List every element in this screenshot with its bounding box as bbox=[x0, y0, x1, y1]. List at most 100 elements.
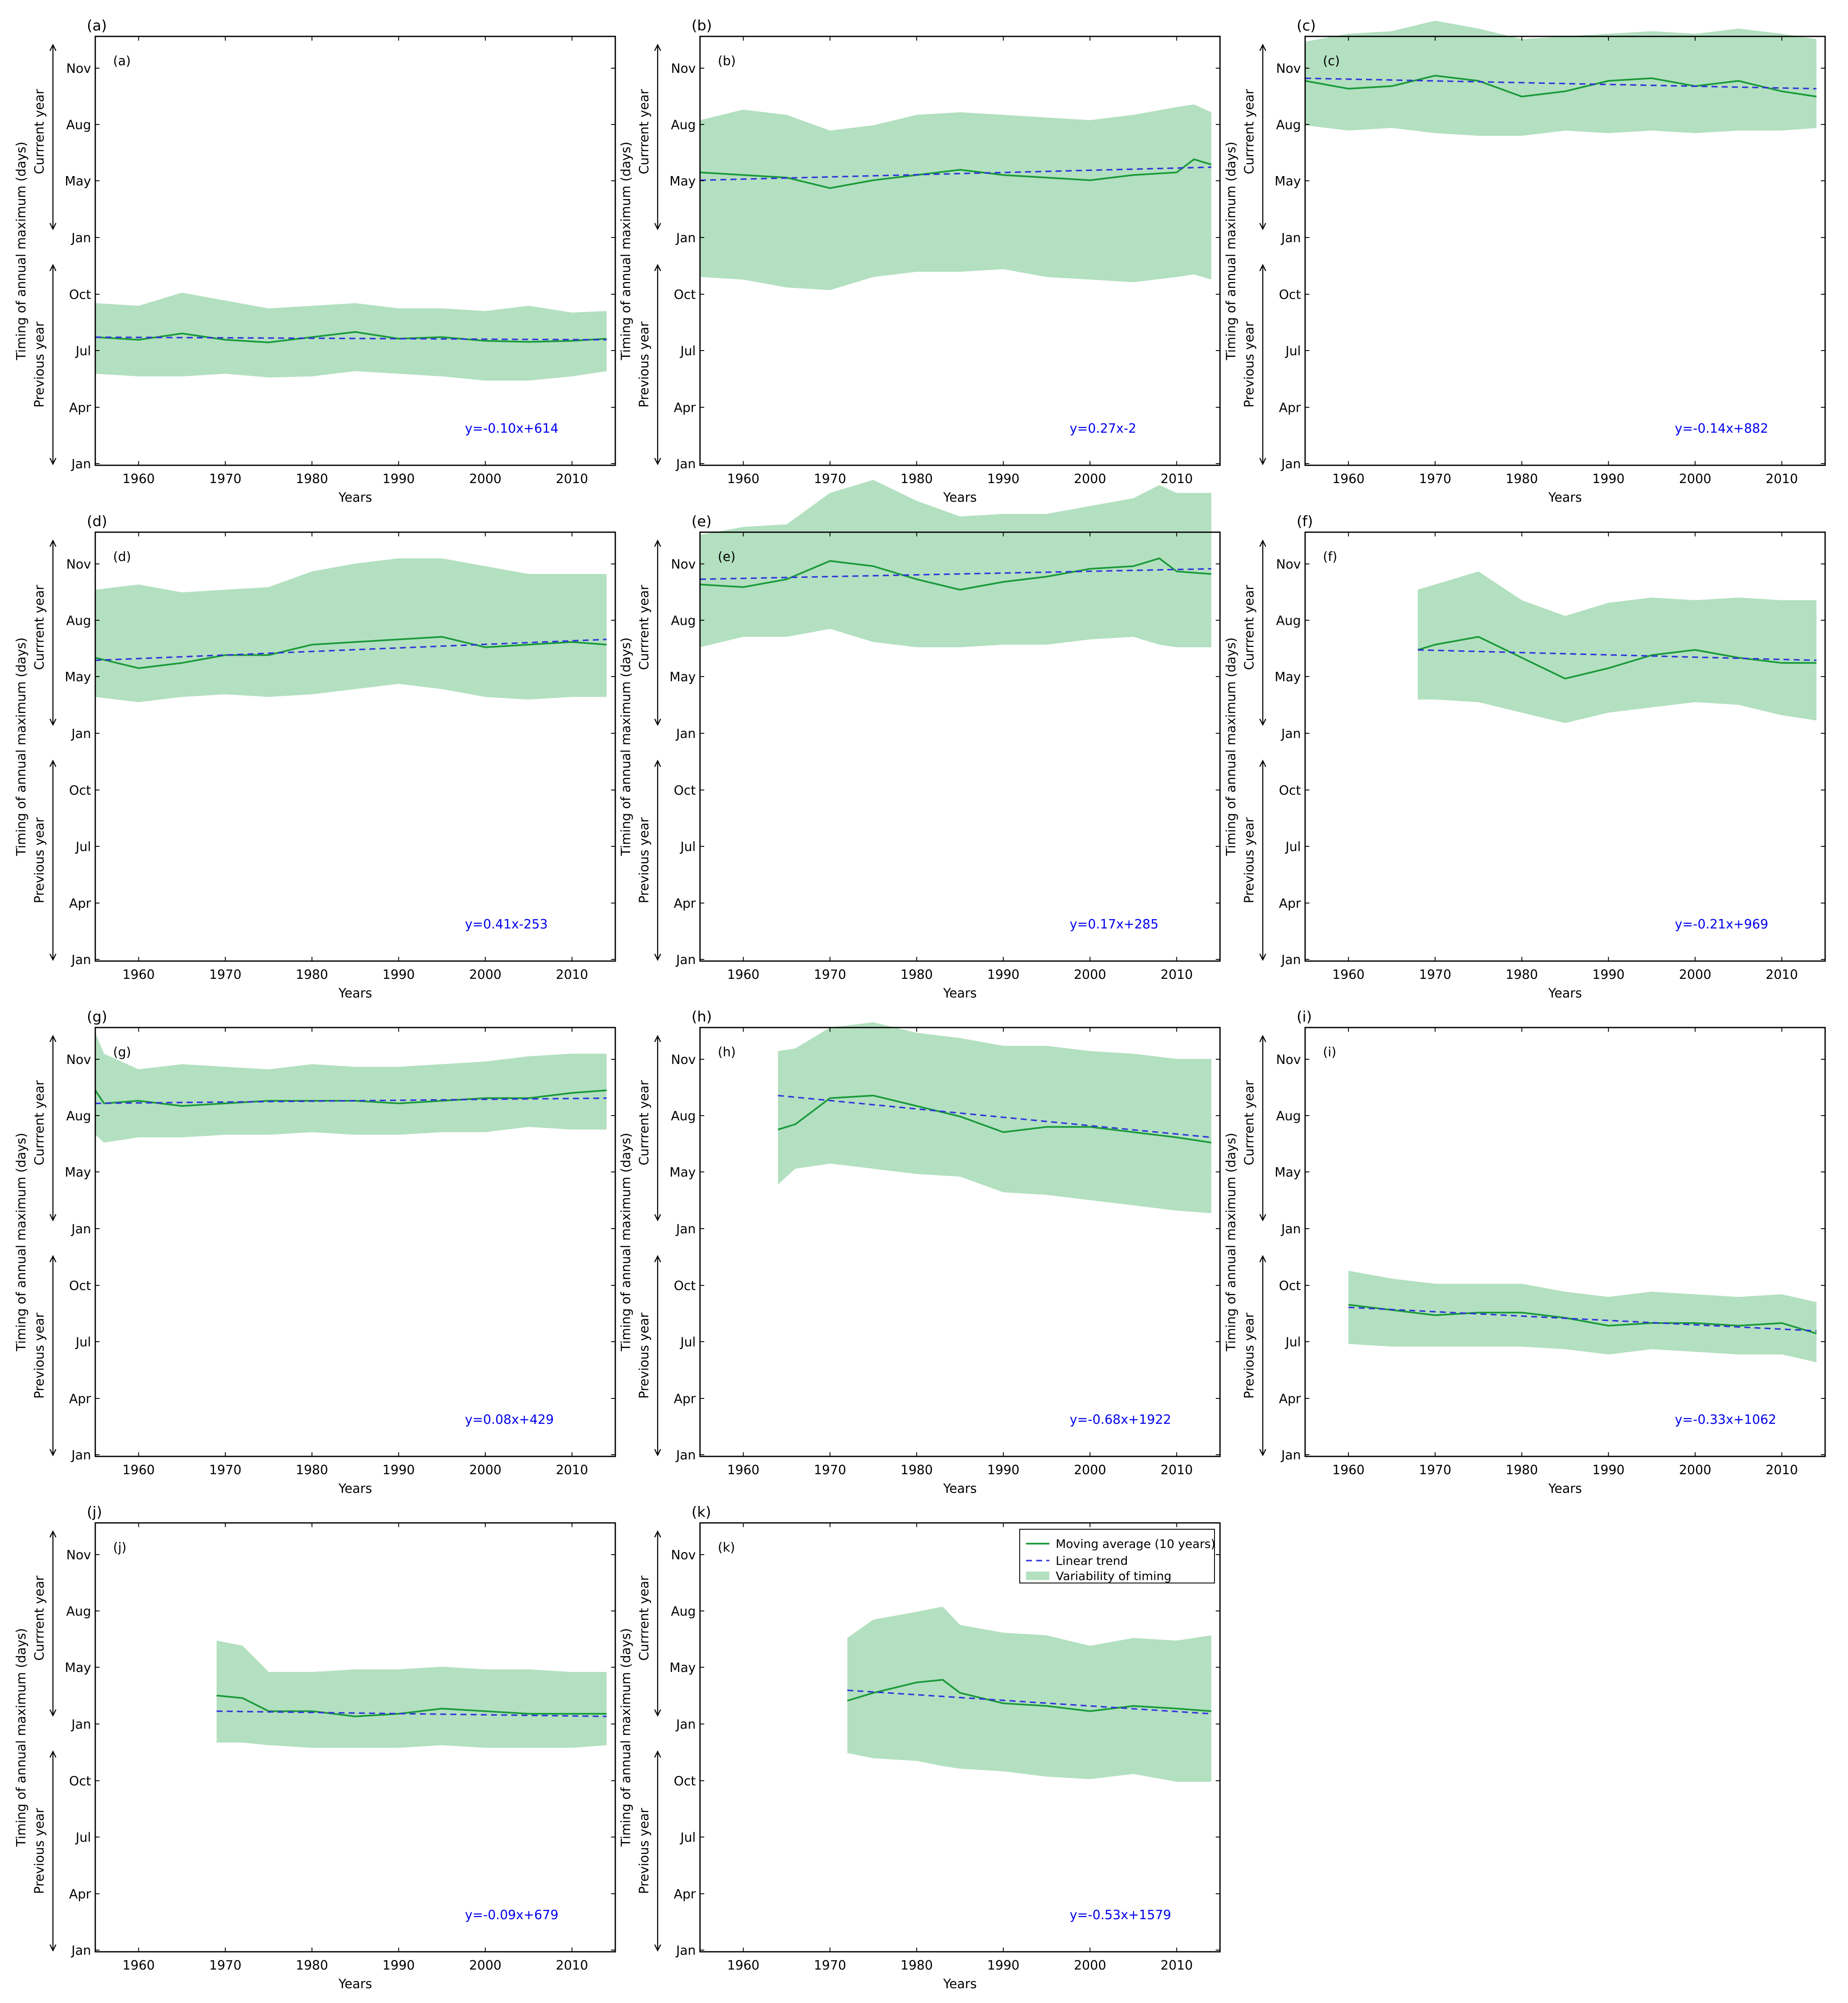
y-tick-label: Jan bbox=[675, 727, 696, 741]
y-tick-label: May bbox=[65, 1165, 91, 1180]
y-tick-label: Oct bbox=[1279, 1279, 1301, 1293]
y-tick-label: Nov bbox=[66, 61, 91, 76]
x-tick-label: 1980 bbox=[1505, 472, 1538, 486]
trend-equation: y=-0.21x+969 bbox=[1675, 917, 1768, 932]
linear-trend-line bbox=[1418, 649, 1817, 661]
y-tick-label: Nov bbox=[66, 557, 91, 572]
panel-label: (h) bbox=[692, 1008, 712, 1025]
x-tick-label: 1960 bbox=[1332, 1463, 1364, 1478]
current-year-label: Currrent year bbox=[32, 1575, 47, 1661]
x-tick-label: 1970 bbox=[1419, 967, 1451, 982]
x-tick-label: 2000 bbox=[469, 1463, 501, 1478]
y-tick-label: Jul bbox=[1285, 840, 1301, 854]
variability-band bbox=[1305, 20, 1817, 136]
x-tick-label: 2000 bbox=[469, 1958, 501, 1973]
y-tick-label: Nov bbox=[671, 1053, 696, 1067]
plot-frame bbox=[699, 1027, 1221, 1457]
x-axis-label: Years bbox=[1548, 1481, 1582, 1496]
arrow-head bbox=[1259, 539, 1267, 547]
y-tick-label: Aug bbox=[671, 1604, 696, 1619]
y-axis-label: Timing of annual maximum (days) bbox=[14, 1628, 29, 1847]
arrow-head bbox=[1259, 44, 1267, 51]
panel-c: Nov Aug May Jan Oct Jul Apr Jan 1960 1970 1980 1990… bbox=[1224, 17, 1826, 505]
current-year-label: Currrent year bbox=[1242, 585, 1257, 670]
x-tick-label: 1990 bbox=[382, 472, 415, 486]
trend-equation: y=0.08x+429 bbox=[465, 1412, 554, 1427]
panel-inner-label: (j) bbox=[113, 1540, 127, 1555]
arrow-head bbox=[654, 458, 661, 465]
plot-frame bbox=[1304, 1027, 1826, 1457]
y-tick-label: Nov bbox=[66, 1053, 91, 1067]
y-tick-label: Jul bbox=[680, 1830, 696, 1845]
trend-equation: y=-0.33x+1062 bbox=[1675, 1412, 1776, 1427]
previous-year-label: Previous year bbox=[32, 1312, 47, 1399]
x-tick-label: 1970 bbox=[209, 967, 241, 982]
y-tick-label: Jan bbox=[1281, 1222, 1301, 1237]
linear-trend-line bbox=[1348, 1307, 1817, 1332]
moving-average-line bbox=[95, 331, 607, 343]
arrow-head bbox=[49, 458, 57, 465]
y-tick-label: Jan bbox=[1281, 1448, 1301, 1463]
variability-band bbox=[95, 558, 607, 702]
plot-frame bbox=[94, 1522, 616, 1953]
variability-band bbox=[778, 1022, 1212, 1213]
x-tick-label: 1970 bbox=[814, 1463, 846, 1478]
y-tick-label: Oct bbox=[674, 783, 696, 798]
panel-h: Nov Aug May Jan Oct Jul Apr Jan 1960 1970 1980 1990… bbox=[619, 1008, 1221, 1496]
x-tick-label: 2000 bbox=[1074, 967, 1106, 982]
y-tick-label: Jan bbox=[71, 231, 91, 246]
x-tick-label: 2010 bbox=[1160, 1463, 1192, 1478]
arrow-head bbox=[1259, 718, 1267, 726]
panel-inner-label: (d) bbox=[113, 550, 131, 564]
x-tick-label: 1980 bbox=[900, 472, 932, 486]
panel-inner-label: (e) bbox=[718, 550, 736, 564]
y-tick-label: Jan bbox=[675, 457, 696, 472]
moving-average-line bbox=[216, 1694, 607, 1718]
arrow-head bbox=[1259, 953, 1267, 961]
y-tick-label: Apr bbox=[69, 896, 91, 911]
arrow-head bbox=[49, 718, 57, 726]
linear-trend-line bbox=[700, 568, 1212, 580]
y-tick-label: May bbox=[669, 1165, 696, 1180]
current-year-label: Currrent year bbox=[32, 1080, 47, 1166]
panel-label: (i) bbox=[1297, 1008, 1312, 1025]
x-tick-label: 1980 bbox=[1505, 1463, 1538, 1478]
x-axis-label: Years bbox=[1548, 490, 1582, 505]
y-axis-label: Timing of annual maximum (days) bbox=[14, 638, 29, 856]
panel-inner-label: (a) bbox=[113, 54, 131, 69]
plot-frame bbox=[94, 36, 616, 466]
panel-inner-label: (g) bbox=[113, 1045, 131, 1060]
y-tick-label: Jul bbox=[1285, 1335, 1301, 1350]
y-axis-label: Timing of annual maximum (days) bbox=[619, 1628, 634, 1847]
x-tick-label: 1990 bbox=[1592, 1463, 1624, 1478]
x-tick-label: 2010 bbox=[556, 1463, 588, 1478]
x-tick-label: 1970 bbox=[209, 1463, 241, 1478]
y-tick-label: Nov bbox=[1276, 61, 1301, 76]
arrow-head bbox=[49, 264, 57, 271]
arrow-head bbox=[1259, 760, 1267, 767]
y-tick-label: Apr bbox=[69, 1392, 91, 1406]
y-tick-label: Oct bbox=[674, 1279, 696, 1293]
current-year-label: Currrent year bbox=[1242, 89, 1257, 174]
x-tick-label: 2000 bbox=[469, 967, 501, 982]
panel-label: (f) bbox=[1297, 513, 1313, 530]
panel-b: Nov Aug May Jan Oct Jul Apr Jan 1960 1970 1980 1990… bbox=[619, 17, 1221, 505]
panel-label: (k) bbox=[692, 1504, 711, 1521]
plot-frame bbox=[699, 36, 1221, 466]
y-tick-label: Apr bbox=[69, 401, 91, 415]
x-tick-label: 1990 bbox=[382, 967, 415, 982]
y-tick-label: Jan bbox=[71, 727, 91, 741]
x-axis-label: Years bbox=[943, 490, 977, 505]
y-axis-label: Timing of annual maximum (days) bbox=[14, 142, 29, 361]
y-tick-label: Nov bbox=[66, 1548, 91, 1563]
arrow-head bbox=[1259, 458, 1267, 465]
arrow-head bbox=[654, 1449, 661, 1456]
y-tick-label: Apr bbox=[674, 896, 696, 911]
x-axis-label: Years bbox=[338, 986, 372, 1001]
y-tick-label: Jan bbox=[71, 1222, 91, 1237]
current-year-label: Currrent year bbox=[32, 89, 47, 174]
panel-d: Nov Aug May Jan Oct Jul Apr Jan 1960 1970 1980 1990… bbox=[14, 513, 616, 1001]
y-tick-label: Jan bbox=[71, 953, 91, 967]
arrow-head bbox=[1259, 1035, 1267, 1042]
